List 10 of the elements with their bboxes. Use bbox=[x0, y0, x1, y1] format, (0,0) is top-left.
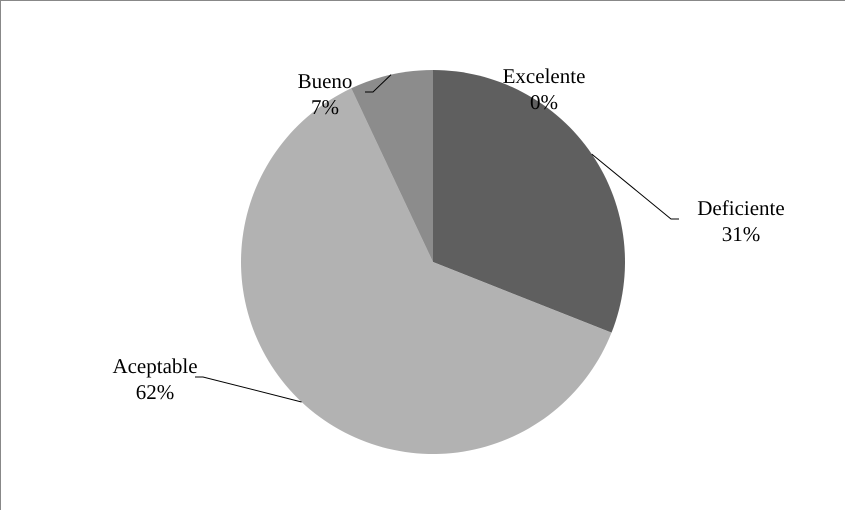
data-label: 7% bbox=[311, 95, 339, 119]
pie-slice bbox=[433, 70, 625, 333]
slice-label: Aceptable bbox=[112, 354, 198, 378]
pie-slice bbox=[351, 70, 433, 262]
category-label: Excelente bbox=[502, 64, 586, 88]
slice-label: Bueno bbox=[298, 69, 352, 93]
slice-label: Deficiente bbox=[697, 196, 785, 220]
pie-slice bbox=[241, 88, 612, 454]
data-label: 62% bbox=[136, 380, 174, 404]
data-label: 31% bbox=[722, 222, 760, 246]
